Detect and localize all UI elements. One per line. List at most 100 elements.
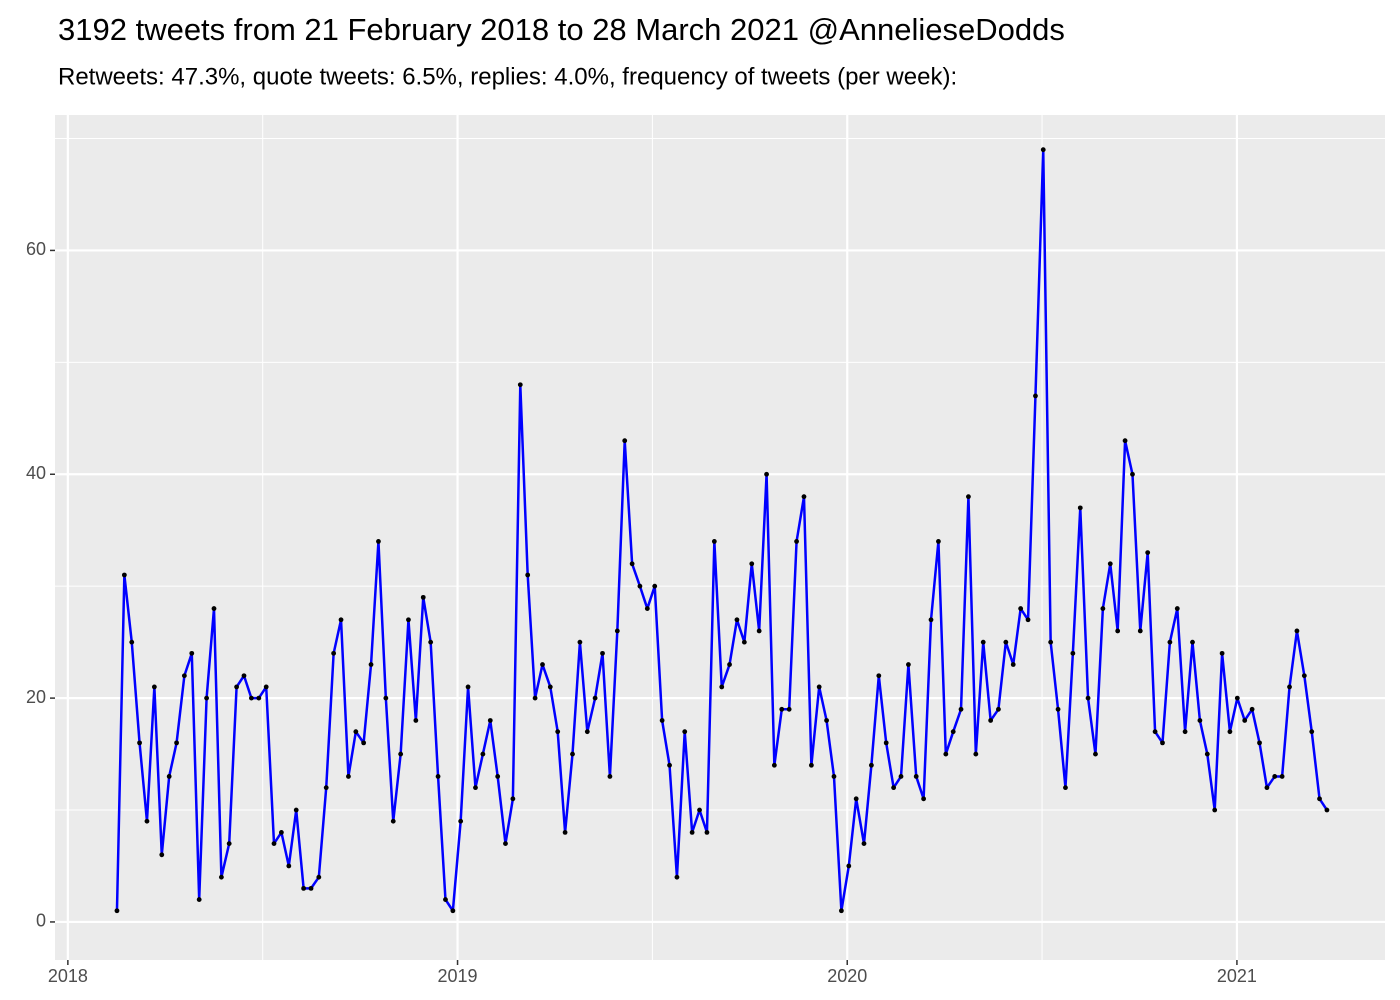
data-point [1234, 695, 1240, 701]
data-point [846, 863, 852, 869]
data-point [510, 796, 516, 802]
x-tick-label: 2020 [827, 966, 867, 986]
data-point [1137, 628, 1143, 634]
data-point [144, 818, 150, 824]
data-point [921, 796, 927, 802]
data-point [1190, 639, 1195, 645]
data-point [719, 684, 725, 690]
data-point [913, 774, 919, 779]
data-point [824, 718, 829, 723]
data-point [428, 639, 434, 645]
data-point [129, 639, 135, 645]
data-point [592, 695, 598, 701]
x-tick-label: 2021 [1217, 966, 1257, 986]
data-point [331, 650, 337, 656]
data-point [540, 662, 545, 667]
data-point [1010, 662, 1016, 667]
data-point [159, 852, 165, 858]
data-point [1018, 606, 1024, 611]
data-point [1070, 650, 1076, 656]
data-point [1040, 147, 1046, 153]
data-point [1294, 628, 1300, 634]
data-point [1301, 673, 1307, 679]
data-point [1048, 639, 1054, 645]
data-point [816, 684, 822, 690]
data-point [517, 382, 523, 388]
data-point [644, 606, 650, 611]
data-point [420, 594, 426, 600]
data-point [808, 762, 814, 768]
data-point [234, 684, 239, 690]
chart-subtitle: Retweets: 47.3%, quote tweets: 6.5%, rep… [58, 63, 957, 90]
data-point [390, 818, 396, 824]
data-point [480, 751, 486, 757]
data-point [607, 774, 613, 779]
data-point [1167, 639, 1173, 645]
data-point [659, 718, 665, 723]
data-point [174, 740, 179, 746]
data-point [211, 606, 217, 611]
data-point [1324, 807, 1330, 813]
data-point [204, 695, 209, 701]
data-point [682, 729, 688, 735]
data-point [1085, 695, 1091, 701]
data-point [794, 539, 799, 544]
data-point [898, 774, 904, 779]
data-point [771, 762, 777, 768]
data-point [1279, 774, 1285, 779]
data-point [801, 494, 807, 500]
data-point [181, 673, 187, 679]
data-point [906, 662, 911, 667]
data-point [1160, 740, 1165, 746]
data-point [614, 628, 620, 634]
data-point [301, 885, 307, 891]
data-point [1003, 639, 1009, 645]
data-point [1264, 785, 1270, 791]
data-point [1055, 706, 1061, 712]
data-point [1152, 729, 1158, 735]
data-point [1077, 505, 1083, 511]
data-point [383, 695, 389, 701]
data-point [1033, 393, 1038, 399]
data-point [256, 695, 262, 701]
data-point [749, 561, 755, 567]
data-point [413, 718, 419, 723]
data-point [1219, 650, 1225, 656]
data-point [1145, 550, 1151, 556]
data-point [667, 762, 672, 768]
chart-title: 3192 tweets from 21 February 2018 to 28 … [58, 12, 1065, 47]
data-point [1317, 796, 1322, 802]
data-point [741, 639, 747, 645]
data-point [622, 438, 628, 444]
data-point [443, 897, 448, 902]
data-point [988, 718, 994, 723]
data-point [674, 874, 680, 880]
data-point [114, 908, 120, 914]
data-point [465, 684, 471, 690]
data-point [831, 774, 837, 779]
data-point [734, 617, 740, 623]
data-point [166, 774, 172, 779]
data-point [928, 617, 934, 623]
data-point [600, 650, 605, 656]
y-tick-label: 60 [26, 239, 46, 259]
data-point [376, 539, 381, 544]
data-point [584, 729, 590, 735]
data-point [980, 639, 986, 645]
data-point [973, 751, 979, 757]
data-point [1107, 561, 1113, 567]
data-point [361, 740, 367, 746]
data-point [1309, 729, 1315, 735]
y-tick-label: 40 [26, 463, 46, 483]
data-point [704, 830, 710, 835]
data-point [1174, 606, 1180, 611]
data-point [137, 740, 142, 746]
data-point [1093, 751, 1098, 757]
data-point [121, 572, 127, 578]
data-point [279, 830, 284, 835]
x-tick-label: 2018 [48, 966, 88, 986]
data-point [1063, 785, 1068, 791]
data-point [1130, 471, 1135, 477]
data-point [637, 583, 643, 589]
